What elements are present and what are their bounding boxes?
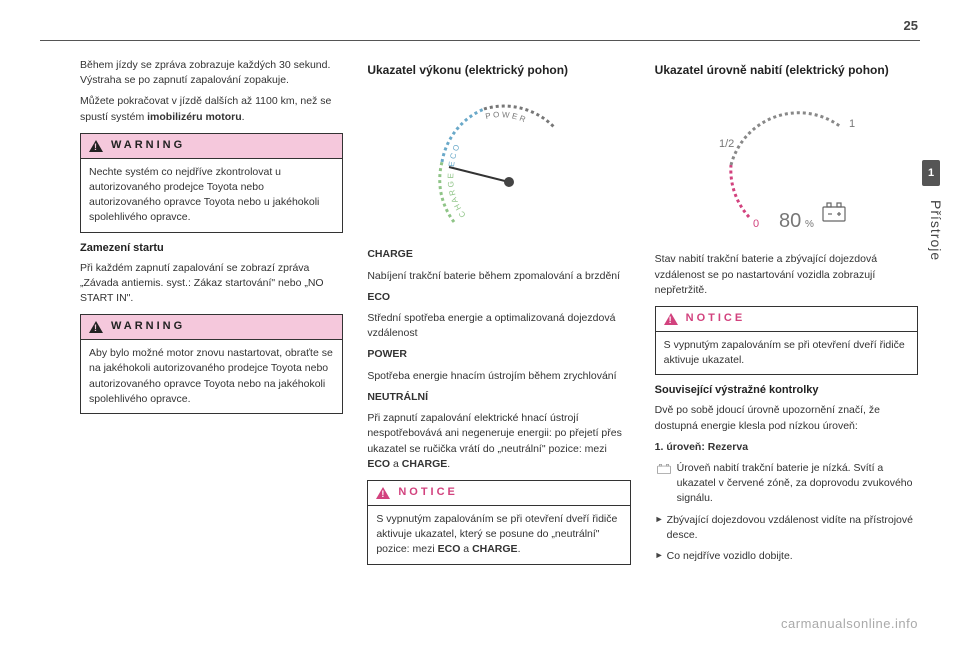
notice-triangle-icon [664, 313, 678, 325]
text-bold: NEUTRÁLNÍ [367, 391, 428, 403]
charge-red-arc [731, 165, 749, 217]
notice-header: NOTICE [656, 307, 917, 332]
text-span: . [242, 111, 245, 123]
text-bold: ECO [367, 291, 390, 303]
column-3: Ukazatel úrovně nabití (elektrický pohon… [655, 58, 918, 573]
text-bold: POWER [367, 348, 407, 360]
charge-gauge-svg: 1 1/2 0 80 % [701, 87, 871, 242]
text-bold: ECO [367, 458, 390, 470]
warning-title: WARNING [111, 319, 185, 335]
notice-box: NOTICE S vypnutým zapalováním se při ote… [655, 306, 918, 375]
heading: Ukazatel výkonu (elektrický pohon) [367, 62, 630, 79]
text-bold: CHARGE [367, 248, 413, 260]
body-text: Střední spotřeba energie a optimalizovan… [367, 311, 630, 341]
body-text: Stav nabití trakční baterie a zbývající … [655, 252, 918, 298]
text-span: Při zapnutí zapalování elektrické hnací … [367, 412, 622, 454]
text-bold: imobilizéru motoru [147, 111, 242, 123]
text-span: . [447, 458, 450, 470]
body-text: Při zapnutí zapalování elektrické hnací … [367, 411, 630, 472]
body-text: Úroveň nabití trakční baterie je nízká. … [655, 461, 918, 507]
bullet-item: Zbývající dojezdovou vzdálenost vidíte n… [655, 513, 918, 543]
content-columns: Během jízdy se zpráva zobrazuje každých … [80, 58, 918, 573]
warning-triangle-icon [89, 140, 103, 152]
watermark: carmanualsonline.info [781, 616, 918, 631]
battery-icon [823, 203, 845, 221]
warning-body: Nechte systém co nejdříve zkontrolovat u… [81, 159, 342, 232]
text-bold: CHARGE [402, 458, 448, 470]
tick-half: 1/2 [719, 138, 734, 150]
eco-arc [442, 109, 484, 162]
text-bold: CHARGE [472, 543, 518, 555]
warning-title: WARNING [111, 138, 185, 154]
notice-body: S vypnutým zapalováním se při otevření d… [368, 506, 629, 564]
warning-header: WARNING [81, 134, 342, 159]
charge-grey-arc [731, 113, 841, 165]
text-bold: 1. úroveň: Rezerva [655, 441, 748, 453]
tick-1: 1 [849, 118, 855, 130]
gauge-needle [449, 167, 509, 182]
text-span: . [518, 543, 521, 555]
body-text: CHARGE [367, 247, 630, 262]
notice-box: NOTICE S vypnutým zapalováním se při ote… [367, 480, 630, 565]
body-text: Při každém zapnutí zapalování se zobrazí… [80, 261, 343, 307]
notice-title: NOTICE [398, 485, 458, 501]
warning-body: Aby bylo možné motor znovu nastartovat, … [81, 340, 342, 413]
page-number: 25 [904, 18, 918, 33]
bullet-list: Zbývající dojezdovou vzdálenost vidíte n… [655, 513, 918, 565]
subheading: Související výstražné kontrolky [655, 383, 918, 399]
body-text: POWER [367, 347, 630, 362]
section-label: Přístroje [928, 200, 944, 261]
notice-header: NOTICE [368, 481, 629, 506]
charge-unit: % [805, 219, 814, 230]
column-2: Ukazatel výkonu (elektrický pohon) P O W… [367, 58, 630, 573]
power-gauge: P O W E R E C O C H A R G E [367, 87, 630, 237]
text-span: a [460, 543, 472, 555]
body-text: Dvě po sobě jdoucí úrovně upozornění zna… [655, 403, 918, 433]
subheading: Zamezení startu [80, 241, 343, 257]
body-text: Můžete pokračovat v jízdě dalších až 110… [80, 94, 343, 124]
body-text: NEUTRÁLNÍ [367, 390, 630, 405]
body-text: ECO [367, 290, 630, 305]
body-text: Spotřeba energie hnacím ústrojím během z… [367, 369, 630, 384]
notice-title: NOTICE [686, 311, 746, 327]
gauge-label-power: P O W E R [485, 111, 528, 125]
text-span: a [390, 458, 402, 470]
gauge-needle-cap [504, 177, 514, 187]
charge-value: 80 [779, 210, 801, 232]
column-1: Během jízdy se zpráva zobrazuje každých … [80, 58, 343, 573]
gauge-label-charge: C H A R G E [446, 173, 467, 219]
warning-header: WARNING [81, 315, 342, 340]
section-tab: 1 [922, 160, 940, 186]
gauge-label-eco: E C O [447, 144, 462, 168]
battery-warning-icon [657, 463, 671, 475]
heading: Ukazatel úrovně nabití (elektrický pohon… [655, 62, 918, 79]
text-span: Úroveň nabití trakční baterie je nízká. … [677, 462, 913, 504]
warning-box: WARNING Nechte systém co nejdříve zkontr… [80, 133, 343, 233]
body-text: Během jízdy se zpráva zobrazuje každých … [80, 58, 343, 88]
body-text: Nabíjení trakční baterie během zpomalová… [367, 269, 630, 284]
bullet-item: Co nejdříve vozidlo dobijte. [655, 549, 918, 564]
manual-page: 25 1 Přístroje Během jízdy se zpráva zob… [0, 0, 960, 649]
tick-0: 0 [753, 218, 759, 230]
header-divider [40, 40, 920, 41]
warning-triangle-icon [89, 321, 103, 333]
notice-triangle-icon [376, 487, 390, 499]
power-gauge-svg: P O W E R E C O C H A R G E [414, 87, 584, 237]
notice-body: S vypnutým zapalováním se při otevření d… [656, 332, 917, 374]
charge-gauge: 1 1/2 0 80 % [655, 87, 918, 242]
text-bold: ECO [438, 543, 461, 555]
warning-box: WARNING Aby bylo možné motor znovu nasta… [80, 314, 343, 414]
body-text: 1. úroveň: Rezerva [655, 440, 918, 455]
